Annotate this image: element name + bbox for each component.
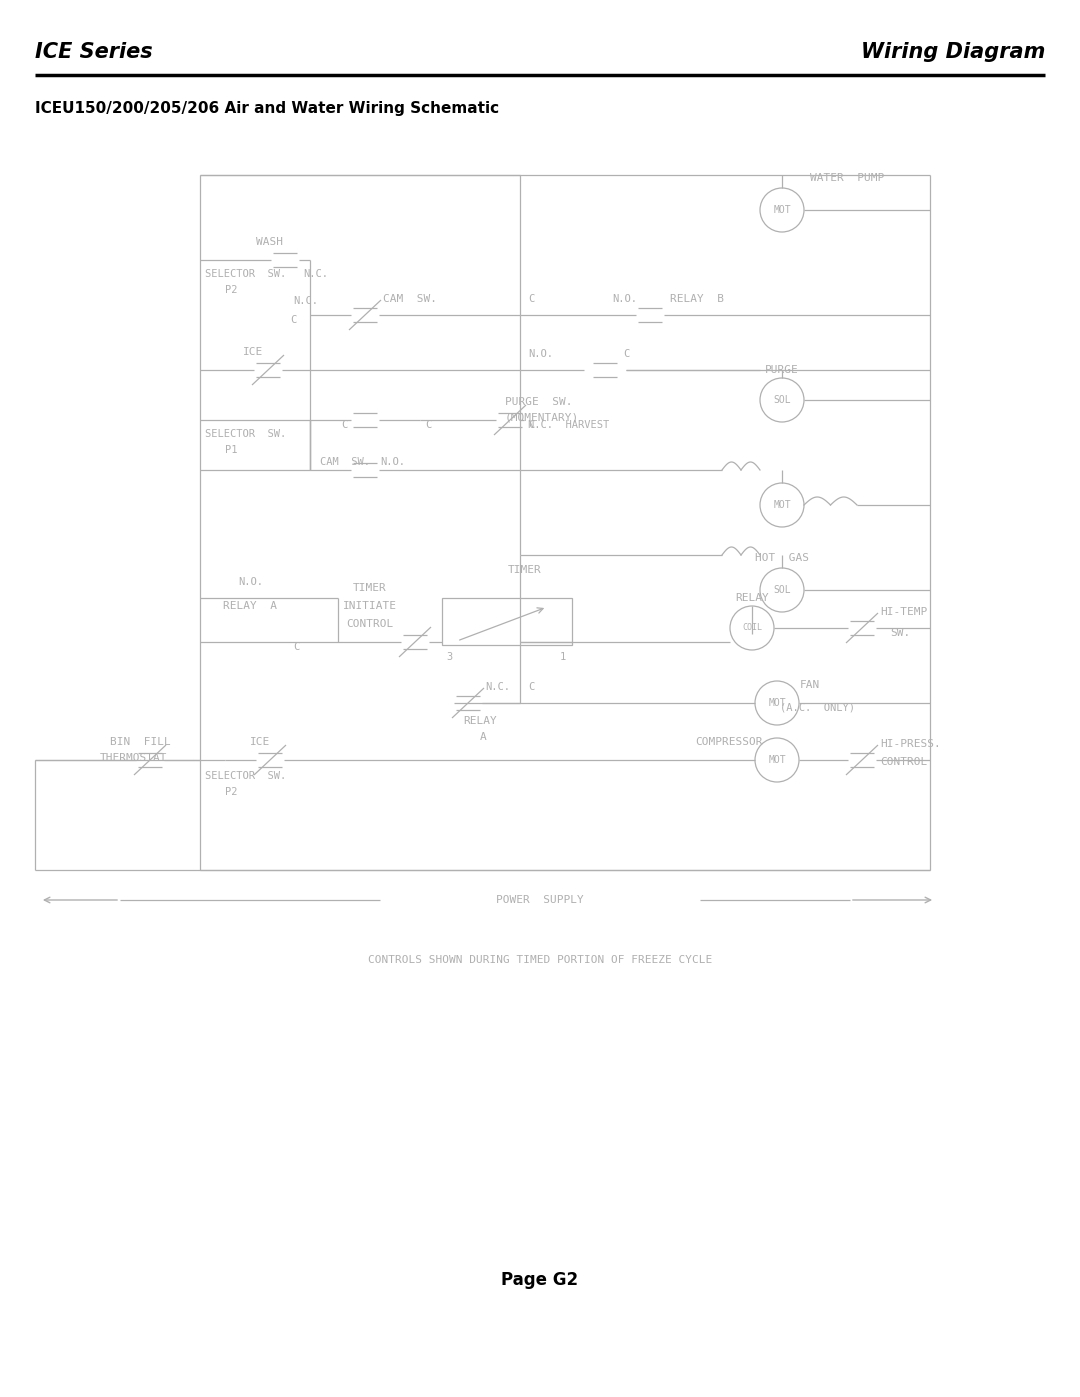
Text: N.C.: N.C. xyxy=(293,296,318,306)
Text: CAM  SW.: CAM SW. xyxy=(383,293,437,305)
Text: CONTROLS SHOWN DURING TIMED PORTION OF FREEZE CYCLE: CONTROLS SHOWN DURING TIMED PORTION OF F… xyxy=(368,956,712,965)
Text: C: C xyxy=(293,643,299,652)
Text: N.O.: N.O. xyxy=(238,577,264,587)
Text: TIMER: TIMER xyxy=(508,564,542,576)
Text: POWER  SUPPLY: POWER SUPPLY xyxy=(496,895,584,905)
Text: TIMER: TIMER xyxy=(353,583,387,592)
Text: WASH: WASH xyxy=(257,237,283,247)
Text: SOL: SOL xyxy=(773,585,791,595)
Text: C: C xyxy=(341,420,348,430)
Text: 1: 1 xyxy=(561,652,566,662)
Text: C: C xyxy=(528,682,535,692)
Text: PURGE  SW.: PURGE SW. xyxy=(505,397,572,407)
Text: N.C.: N.C. xyxy=(485,682,510,692)
Text: P2: P2 xyxy=(225,285,238,295)
Bar xyxy=(442,598,572,645)
Text: N.O.: N.O. xyxy=(612,293,637,305)
Text: COMPRESSOR: COMPRESSOR xyxy=(696,738,762,747)
Text: P2: P2 xyxy=(225,787,238,798)
Text: THERMOSTAT: THERMOSTAT xyxy=(100,753,167,763)
Text: HI-TEMP: HI-TEMP xyxy=(880,608,928,617)
Text: COIL: COIL xyxy=(742,623,762,633)
Text: SW.: SW. xyxy=(890,629,910,638)
Text: ICE: ICE xyxy=(243,346,264,358)
Text: C: C xyxy=(426,420,431,430)
Text: C: C xyxy=(528,420,535,430)
Text: Wiring Diagram: Wiring Diagram xyxy=(861,42,1045,61)
Text: 3: 3 xyxy=(446,652,453,662)
Text: C: C xyxy=(623,349,630,359)
Text: (A.C.  ONLY): (A.C. ONLY) xyxy=(780,703,855,712)
Text: SOL: SOL xyxy=(773,395,791,405)
Text: N.O.: N.O. xyxy=(380,457,405,467)
Text: FAN: FAN xyxy=(800,680,820,690)
Text: SELECTOR  SW.: SELECTOR SW. xyxy=(205,270,286,279)
Text: RELAY: RELAY xyxy=(463,717,497,726)
Text: MOT: MOT xyxy=(768,754,786,766)
Text: MOT: MOT xyxy=(773,205,791,215)
Text: A: A xyxy=(480,732,487,742)
Text: C: C xyxy=(528,293,535,305)
Text: ICE: ICE xyxy=(249,738,270,747)
Text: P1: P1 xyxy=(225,446,238,455)
Text: HI-PRESS.: HI-PRESS. xyxy=(880,739,941,749)
Text: CONTROL: CONTROL xyxy=(880,757,928,767)
Text: CAM  SW.: CAM SW. xyxy=(320,457,370,467)
Text: RELAY  A: RELAY A xyxy=(222,601,276,610)
Text: RELAY: RELAY xyxy=(735,592,769,604)
Text: MOT: MOT xyxy=(773,500,791,510)
Text: (MOMENTARY): (MOMENTARY) xyxy=(505,414,579,423)
Text: N.C.: N.C. xyxy=(303,270,328,279)
Text: N.O.: N.O. xyxy=(528,349,553,359)
Text: SELECTOR  SW.: SELECTOR SW. xyxy=(205,429,286,439)
Text: N.C.  HARVEST: N.C. HARVEST xyxy=(528,420,609,430)
Text: MOT: MOT xyxy=(768,698,786,708)
Text: ICE Series: ICE Series xyxy=(35,42,152,61)
Text: C: C xyxy=(291,314,296,326)
Text: HOT  GAS: HOT GAS xyxy=(755,553,809,563)
Text: CONTROL: CONTROL xyxy=(346,619,393,629)
Text: Page G2: Page G2 xyxy=(501,1271,579,1289)
Text: RELAY  B: RELAY B xyxy=(670,293,724,305)
Text: SELECTOR  SW.: SELECTOR SW. xyxy=(205,771,286,781)
Text: BIN  FILL: BIN FILL xyxy=(110,738,171,747)
Text: PURGE: PURGE xyxy=(765,365,799,374)
Text: INITIATE: INITIATE xyxy=(343,601,397,610)
Text: ICEU150/200/205/206 Air and Water Wiring Schematic: ICEU150/200/205/206 Air and Water Wiring… xyxy=(35,101,499,116)
Text: WATER  PUMP: WATER PUMP xyxy=(810,173,885,183)
